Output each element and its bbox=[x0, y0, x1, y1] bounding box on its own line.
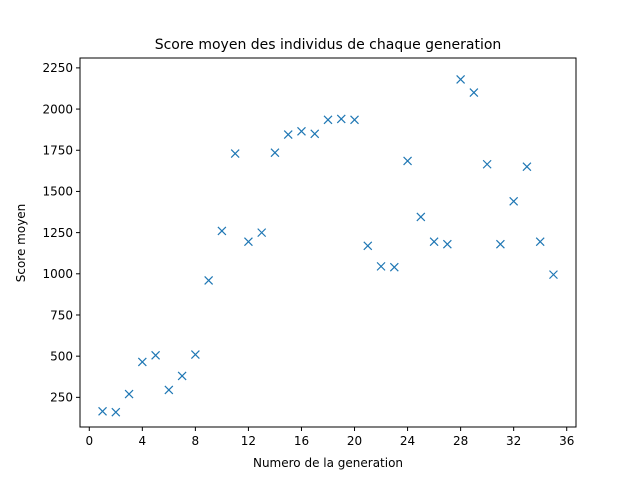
data-point bbox=[204, 275, 214, 285]
data-point bbox=[323, 115, 333, 125]
data-point bbox=[111, 407, 121, 417]
data-point bbox=[336, 114, 346, 124]
y-tick-label: 2000 bbox=[42, 102, 73, 116]
data-point bbox=[297, 126, 306, 136]
data-point bbox=[495, 239, 505, 249]
x-axis: 0 4 8 12 16 20 24 28 32 36 bbox=[85, 427, 574, 448]
y-tick-label: 750 bbox=[50, 308, 73, 322]
data-point bbox=[310, 129, 320, 139]
data-point bbox=[416, 212, 426, 222]
data-point bbox=[429, 237, 439, 247]
data-point bbox=[230, 149, 240, 158]
x-tick-label: 0 bbox=[85, 434, 93, 448]
x-tick-label: 20 bbox=[347, 434, 362, 448]
data-point bbox=[376, 261, 386, 271]
plot-frame bbox=[79, 57, 577, 428]
data-point bbox=[164, 385, 174, 395]
data-point bbox=[151, 350, 161, 360]
y-tick-label: 1500 bbox=[42, 185, 73, 199]
x-tick-label: 8 bbox=[192, 434, 200, 448]
y-axis: 250 500 750 1000 1250 1500 1750 2000 2250 bbox=[42, 61, 80, 405]
x-tick-label: 24 bbox=[400, 434, 415, 448]
y-tick-label: 1750 bbox=[42, 144, 73, 158]
y-tick-label: 500 bbox=[50, 349, 73, 363]
data-point bbox=[137, 357, 147, 367]
data-point bbox=[522, 162, 532, 172]
data-point bbox=[244, 237, 253, 247]
data-point bbox=[257, 228, 267, 238]
data-markers bbox=[98, 74, 558, 417]
x-tick-label: 16 bbox=[294, 434, 309, 448]
data-point bbox=[469, 88, 479, 98]
data-point bbox=[270, 148, 280, 158]
data-point bbox=[190, 350, 200, 359]
y-tick-label: 2250 bbox=[42, 61, 73, 75]
y-axis-label: Score moyen bbox=[14, 204, 28, 283]
data-point bbox=[363, 241, 373, 251]
data-point bbox=[217, 226, 227, 236]
chart-title: Score moyen des individus de chaque gene… bbox=[155, 37, 502, 53]
x-axis-label: Numero de la generation bbox=[253, 456, 403, 470]
x-tick-label: 36 bbox=[559, 434, 574, 448]
data-point bbox=[403, 156, 412, 166]
plot-area bbox=[79, 57, 577, 428]
data-point bbox=[124, 389, 134, 399]
x-tick-label: 32 bbox=[506, 434, 521, 448]
data-point bbox=[456, 74, 466, 84]
y-tick-label: 250 bbox=[50, 391, 73, 405]
data-point bbox=[482, 159, 492, 169]
data-point bbox=[509, 196, 519, 206]
data-point bbox=[549, 270, 558, 280]
data-point bbox=[177, 371, 187, 381]
x-tick-label: 4 bbox=[139, 434, 147, 448]
data-point bbox=[98, 406, 107, 416]
y-tick-label: 1000 bbox=[42, 267, 73, 281]
data-point bbox=[535, 237, 545, 247]
y-tick-label: 1250 bbox=[42, 226, 73, 240]
data-point bbox=[350, 115, 359, 125]
data-point bbox=[442, 239, 452, 249]
x-tick-label: 12 bbox=[241, 434, 256, 448]
data-point bbox=[389, 262, 399, 272]
data-point bbox=[283, 130, 293, 140]
x-tick-label: 28 bbox=[453, 434, 468, 448]
